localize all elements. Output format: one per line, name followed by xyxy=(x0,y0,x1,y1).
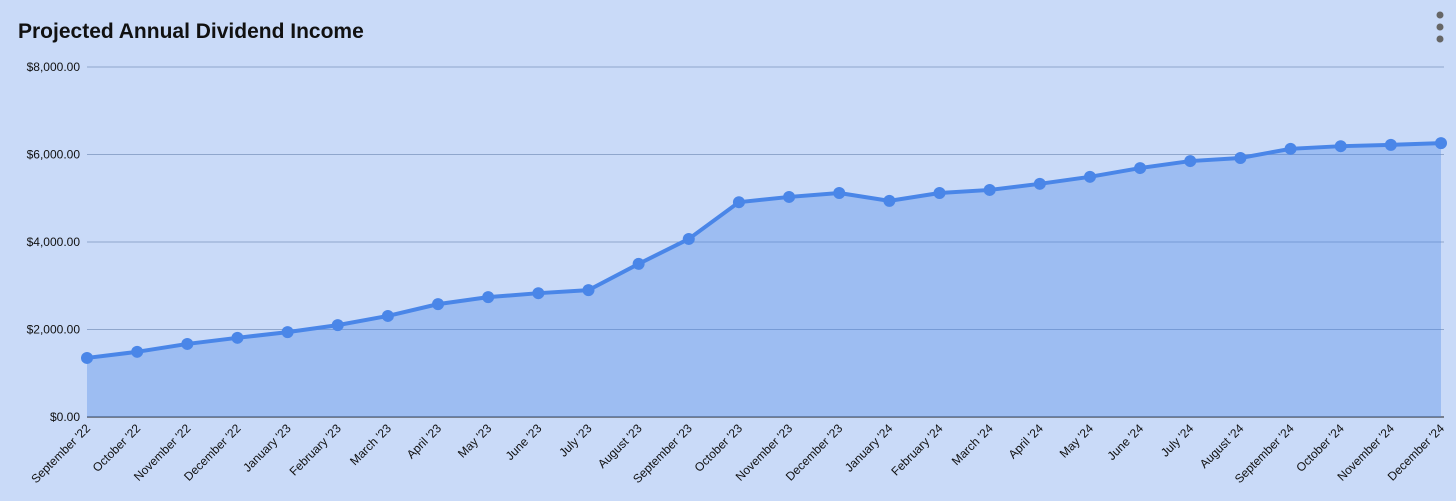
point xyxy=(331,319,344,332)
point xyxy=(81,351,93,364)
point xyxy=(482,291,495,304)
point xyxy=(1284,142,1297,155)
point xyxy=(1033,177,1046,190)
y-tick-label: $4,000.00 xyxy=(27,235,81,249)
menu-dot xyxy=(1436,23,1444,31)
point xyxy=(1435,137,1447,150)
y-tick-label: $2,000.00 xyxy=(27,323,81,337)
area-fill xyxy=(87,143,1441,417)
point xyxy=(1384,138,1397,151)
point xyxy=(532,287,545,300)
point xyxy=(682,232,695,245)
menu-dot xyxy=(1436,35,1444,43)
y-tick-label: $6,000.00 xyxy=(27,148,81,162)
point xyxy=(582,284,595,297)
point xyxy=(933,187,946,199)
point xyxy=(1234,152,1247,164)
point xyxy=(783,190,796,203)
point xyxy=(632,257,645,270)
point xyxy=(1134,162,1147,175)
menu-icon[interactable] xyxy=(1436,11,1444,43)
point xyxy=(1083,170,1096,183)
point xyxy=(181,337,194,350)
point xyxy=(231,331,244,344)
point xyxy=(1334,140,1347,153)
point xyxy=(983,183,996,196)
y-tick-label: $0.00 xyxy=(50,410,80,424)
point xyxy=(432,298,445,311)
chart-title: Projected Annual Dividend Income xyxy=(18,20,364,43)
point xyxy=(131,345,144,358)
menu-dot xyxy=(1436,11,1444,19)
point xyxy=(281,326,294,339)
point xyxy=(833,187,846,199)
point xyxy=(381,309,394,322)
point xyxy=(883,194,896,207)
line xyxy=(86,141,1442,360)
y-tick-label: $8,000.00 xyxy=(27,60,81,74)
point xyxy=(732,196,745,209)
point xyxy=(1184,155,1197,168)
